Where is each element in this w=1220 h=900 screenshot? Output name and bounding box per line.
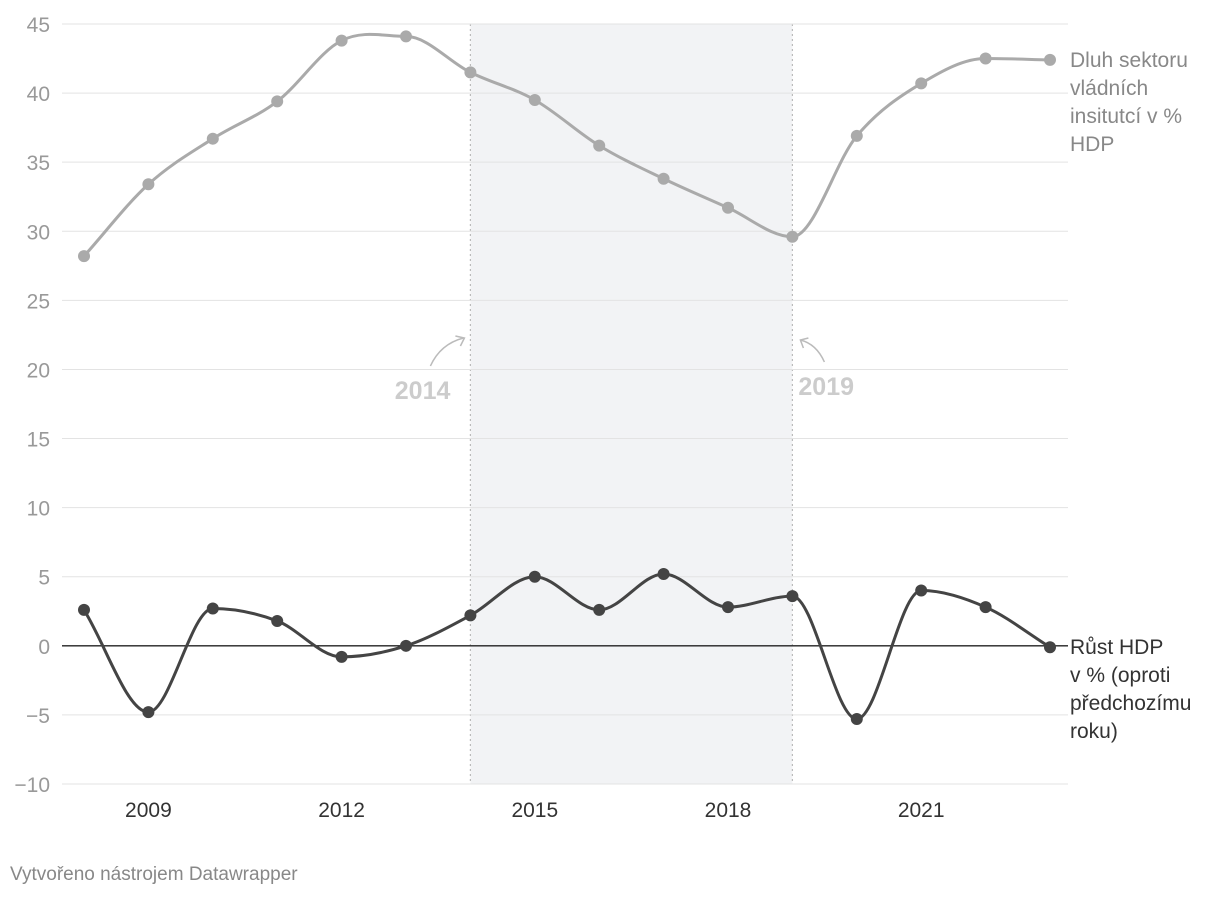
y-tick-label: 40: [27, 83, 50, 106]
series-label-line: předchozímu: [1070, 692, 1191, 715]
highlight-band: [470, 24, 793, 784]
series-label-line: Růst HDP: [1070, 636, 1163, 659]
data-point: [850, 129, 863, 142]
data-point: [722, 201, 734, 214]
series-label-line: roku): [1070, 720, 1118, 743]
data-point: [464, 66, 477, 79]
x-tick-label: 2018: [705, 799, 752, 822]
data-point: [850, 713, 863, 726]
x-tick-label: 2021: [898, 799, 945, 822]
series-label-line: vládních: [1070, 77, 1148, 100]
series: [78, 30, 1056, 726]
annotation-label: 2019: [798, 373, 854, 401]
series-1: [78, 567, 1056, 726]
y-tick-label: 15: [27, 429, 50, 452]
series-label: Růst HDP v % (oproti předchozímu roku): [1070, 636, 1191, 743]
data-point: [142, 178, 155, 191]
series-label-line: v % (oproti: [1070, 664, 1170, 687]
y-tick-label: 5: [38, 567, 50, 590]
data-point: [1044, 641, 1056, 654]
data-point: [786, 590, 799, 603]
data-point: [915, 584, 928, 597]
data-point: [206, 602, 219, 615]
data-point: [464, 609, 477, 622]
data-point: [657, 567, 670, 580]
y-tick-label: 35: [27, 152, 50, 175]
data-point: [722, 601, 734, 614]
y-axis-ticks: 45 40 35 30 25 20 15 10 5 0 −5 −10: [14, 14, 50, 797]
annotation-arrowhead: [455, 335, 466, 347]
highlight-band-layer: [469, 24, 794, 784]
footer-credit: Vytvořeno nástrojem Datawrapper: [10, 864, 298, 885]
data-point: [271, 95, 284, 108]
series-label: Dluh sektoru vládních insitutcí v % HDP: [1070, 49, 1188, 156]
data-point: [979, 52, 992, 65]
data-point: [528, 94, 541, 106]
x-axis-ticks: 2009 2012 2015 2018 2021: [125, 799, 945, 822]
data-point: [979, 601, 992, 614]
data-point: [271, 614, 284, 627]
y-tick-label: 20: [27, 359, 50, 382]
data-point: [657, 172, 670, 185]
data-point: [593, 139, 606, 152]
annotations: 2014 2019: [395, 335, 854, 405]
y-tick-label: −5: [26, 705, 50, 728]
data-point: [142, 706, 155, 719]
annotation-arrow: [429, 337, 464, 367]
gridlines: [62, 23, 1068, 785]
annotation-arrow: [800, 339, 826, 363]
x-tick-label: 2009: [125, 799, 172, 822]
annotation-arrowhead: [799, 337, 809, 349]
series-label-line: Dluh sektoru: [1070, 49, 1188, 72]
series-labels: Dluh sektoru vládních insitutcí v % HDP Růst…: [1070, 49, 1191, 743]
y-tick-label: 0: [38, 636, 50, 659]
data-point: [335, 34, 348, 47]
data-point: [78, 603, 90, 616]
series-line: [82, 32, 1051, 258]
series-0: [78, 30, 1056, 263]
data-point: [593, 603, 606, 616]
series-label-line: HDP: [1070, 133, 1114, 156]
y-tick-label: 45: [27, 14, 50, 37]
y-tick-label: −10: [14, 774, 50, 797]
data-point: [335, 650, 348, 663]
y-tick-label: 30: [27, 221, 50, 244]
data-point: [206, 132, 219, 145]
data-point: [1044, 53, 1056, 66]
data-point: [400, 30, 412, 43]
data-point: [786, 230, 799, 243]
x-tick-label: 2012: [318, 799, 365, 822]
data-point: [528, 570, 541, 583]
data-point: [915, 77, 928, 90]
data-point: [400, 639, 412, 652]
x-tick-label: 2015: [511, 799, 558, 822]
y-tick-label: 10: [27, 498, 50, 521]
annotation-label: 2014: [395, 377, 451, 405]
data-point: [78, 250, 90, 263]
y-tick-label: 25: [27, 290, 50, 313]
series-label-line: insitutcí v %: [1070, 105, 1182, 128]
